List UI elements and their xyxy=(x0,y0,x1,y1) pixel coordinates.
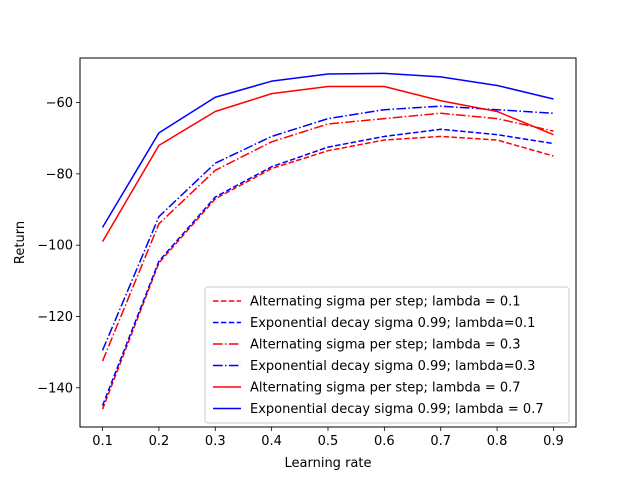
series-layer xyxy=(101,72,554,410)
y-tick-label: −100 xyxy=(37,239,73,254)
legend-label-6: Exponential decay sigma 0.99; lambda = 0… xyxy=(250,402,544,417)
x-tick-label: 0.4 xyxy=(261,434,282,449)
y-axis: −140 −120 −100 −80 −60 xyxy=(37,96,80,396)
x-tick-label: 0.2 xyxy=(149,434,170,449)
legend-label-3: Alternating sigma per step; lambda = 0.3 xyxy=(250,338,521,353)
series-line-2 xyxy=(101,128,554,406)
x-tick-label: 0.8 xyxy=(487,434,508,449)
y-tick-label: −80 xyxy=(46,167,73,182)
x-axis: 0.1 0.2 0.3 0.4 0.5 0.6 0.7 0.8 0.9 xyxy=(92,427,564,449)
series-line-5 xyxy=(101,85,554,242)
x-tick-label: 0.3 xyxy=(205,434,226,449)
legend-box xyxy=(204,286,570,424)
x-tick-label: 0.9 xyxy=(543,434,564,449)
x-tick-label: 0.7 xyxy=(430,434,451,449)
legend-label-4: Exponential decay sigma 0.99; lambda=0.3 xyxy=(250,359,535,374)
x-tick-label: 0.1 xyxy=(92,434,113,449)
legend-label-5: Alternating sigma per step; lambda = 0.7 xyxy=(250,381,521,396)
x-axis-label: Learning rate xyxy=(285,456,372,471)
x-tick-label: 0.6 xyxy=(374,434,395,449)
series-line-6 xyxy=(101,72,554,228)
y-tick-label: −140 xyxy=(37,381,73,396)
x-tick-label: 0.5 xyxy=(318,434,339,449)
legend: Alternating sigma per step; lambda = 0.1… xyxy=(204,286,570,424)
y-tick-label: −60 xyxy=(46,96,73,111)
legend-label-1: Alternating sigma per step; lambda = 0.1 xyxy=(250,295,521,310)
legend-label-2: Exponential decay sigma 0.99; lambda=0.1 xyxy=(250,316,535,331)
series-line-3 xyxy=(101,112,554,362)
y-tick-label: −120 xyxy=(37,310,73,325)
y-axis-label: Return xyxy=(13,221,28,264)
series-line-1 xyxy=(101,135,554,410)
